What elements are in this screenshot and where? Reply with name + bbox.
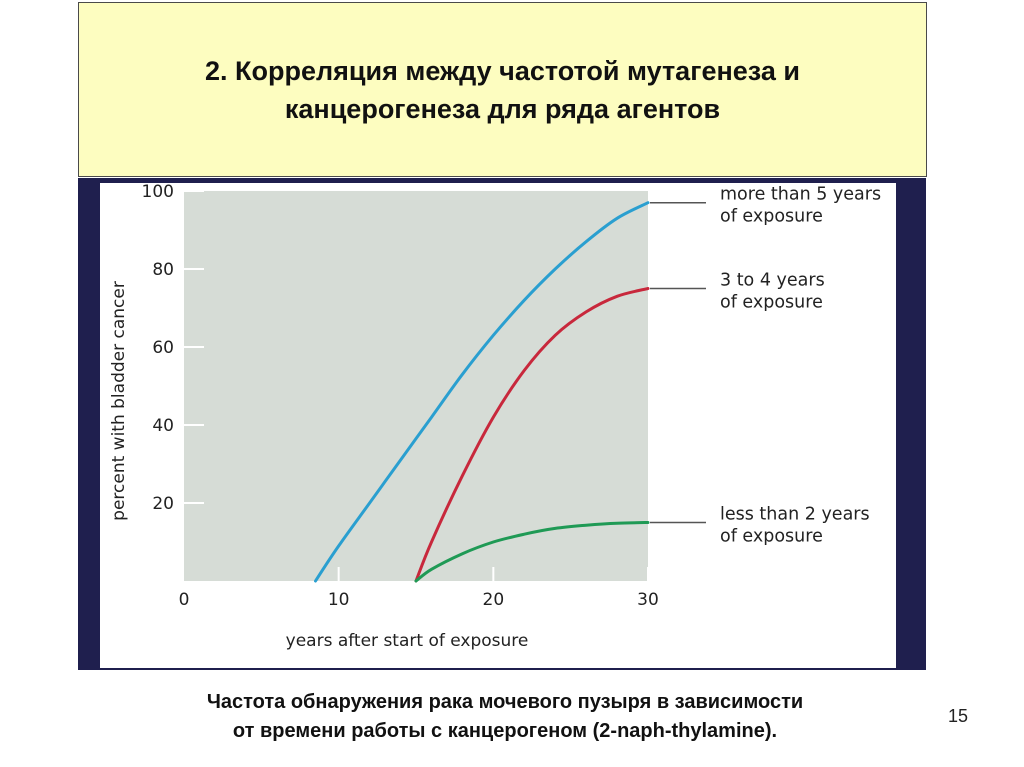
x-tick-label-0: 0 xyxy=(179,590,190,610)
y-axis-ticks: 20 40 60 80 100 xyxy=(142,183,204,514)
series-more-than-5-years-label-line-2: of exposure xyxy=(720,207,823,227)
caption-line-2: от времени работы с канцерогеном (2-naph… xyxy=(232,720,778,742)
x-tick-label-30: 30 xyxy=(637,590,659,610)
slide-title: 2. Корреляция между частотой мутагенеза … xyxy=(113,52,893,128)
series-3-to-4-years-label-line-2: of exposure xyxy=(720,293,823,313)
y-tick-label-60: 60 xyxy=(152,338,174,358)
series-3-to-4-years-line xyxy=(414,287,650,583)
y-axis-label: percent with bladder cancer xyxy=(109,281,129,521)
slide-caption: Частота обнаружения рака мочевого пузыря… xyxy=(40,688,970,746)
x-axis-label: years after start of exposure xyxy=(286,631,529,651)
x-tick-label-10: 10 xyxy=(328,590,350,610)
y-tick-label-100: 100 xyxy=(142,183,174,202)
series-less-than-2-years-label-line-2: of exposure xyxy=(720,527,823,547)
x-tick-label-20: 20 xyxy=(483,590,505,610)
slide-title-line-1: 2. Корреляция между частотой мутагенеза … xyxy=(205,55,800,86)
page-number: 15 xyxy=(947,706,969,726)
slide-title-line-2: канцерогенеза для ряда агентов xyxy=(284,93,721,124)
series-less-than-2-years-line xyxy=(414,521,650,583)
series-curves xyxy=(314,201,650,583)
y-tick-label-80: 80 xyxy=(152,260,174,280)
series-more-than-5-years-label-line-1: more than 5 years xyxy=(720,185,881,205)
series-more-than-5-years-line xyxy=(314,201,650,583)
title-box: 2. Корреляция между частотой мутагенеза … xyxy=(78,2,927,177)
x-axis-ticks: 0 10 20 30 xyxy=(179,567,659,610)
series-less-than-2-years-label-line-1: less than 2 years xyxy=(720,505,870,525)
y-tick-label-40: 40 xyxy=(152,416,174,436)
series-3-to-4-years-label-line-1: 3 to 4 years xyxy=(720,271,825,291)
caption-line-1: Частота обнаружения рака мочевого пузыря… xyxy=(206,691,804,713)
y-tick-label-20: 20 xyxy=(152,494,174,514)
chart-panel: 20 40 60 80 100 0 10 20 30 more than 5 years of … xyxy=(100,183,896,668)
